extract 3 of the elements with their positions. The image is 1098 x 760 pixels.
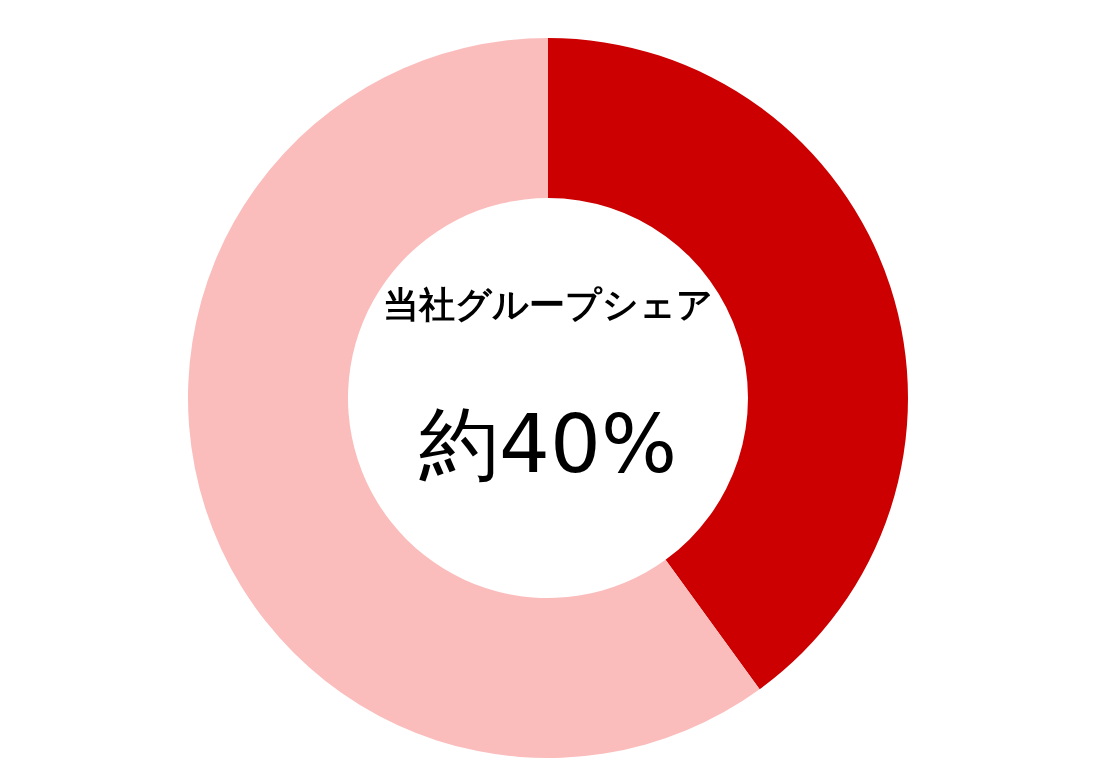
text: 約40% — [419, 398, 677, 491]
donut-slice — [188, 38, 760, 758]
text: 当社グループシェア — [383, 284, 713, 325]
